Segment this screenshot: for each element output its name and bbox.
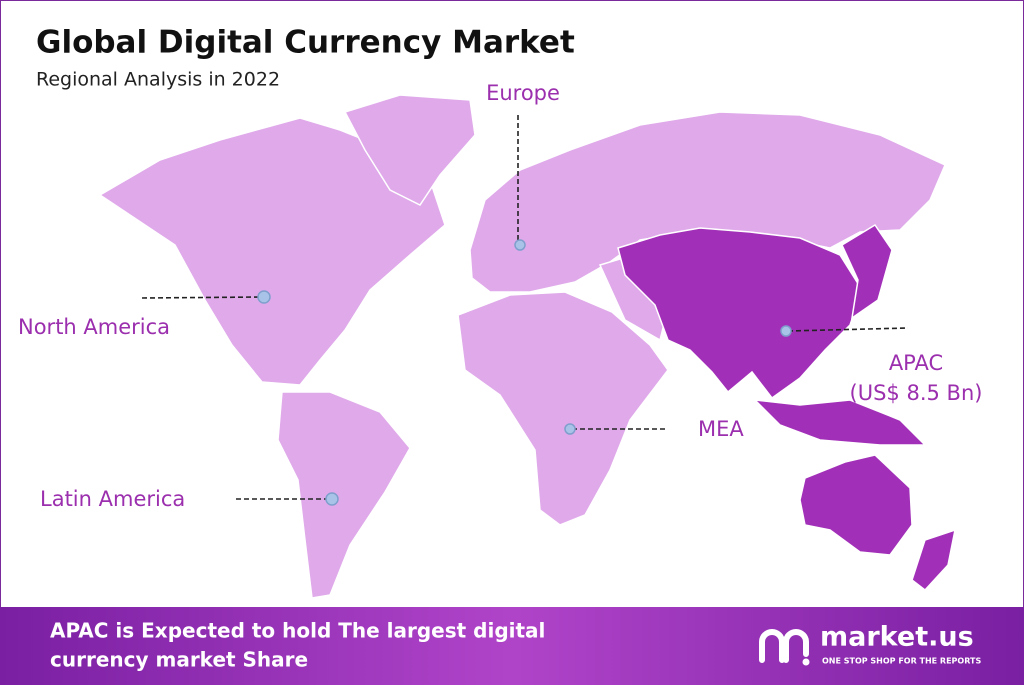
region-label: Europe [486, 81, 560, 105]
region-label: MEA [698, 417, 744, 441]
footer-text: APAC is Expected to hold The largest dig… [50, 619, 545, 643]
region-label: APAC [889, 351, 943, 375]
tagline: ONE STOP SHOP FOR THE REPORTS [822, 657, 981, 666]
marker [564, 423, 576, 435]
footer-text: currency market Share [50, 648, 308, 672]
marker [325, 492, 339, 506]
title: Global Digital Currency Market [36, 25, 575, 61]
region-label: North America [18, 315, 170, 339]
logo: market.us ONE STOP SHOP FOR THE REPORTS [759, 622, 981, 666]
marker [257, 290, 271, 304]
world-map [98, 94, 956, 599]
footer-band [0, 607, 1024, 685]
leader-line [141, 296, 263, 299]
marker [514, 239, 526, 251]
region-label: Latin America [40, 487, 185, 511]
subtitle: Regional Analysis in 2022 [36, 69, 280, 91]
region-value: (US$ 8.5 Bn) [850, 381, 983, 405]
marker [780, 325, 792, 337]
brand: market.us [820, 622, 974, 653]
markers [141, 115, 909, 506]
leader-line [787, 327, 909, 332]
